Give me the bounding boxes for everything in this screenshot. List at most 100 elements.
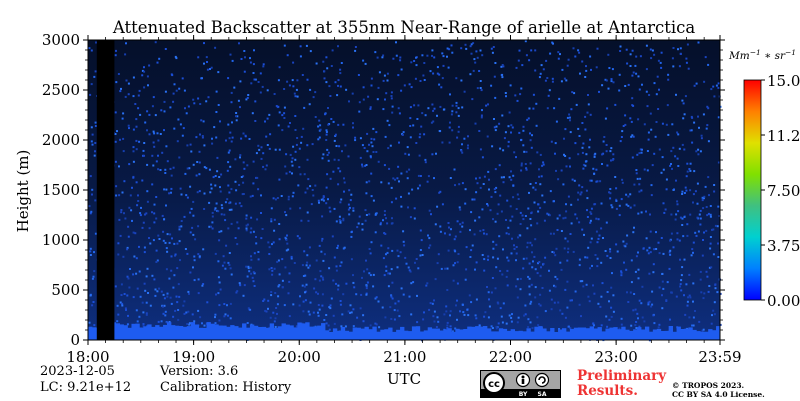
- speckle-pixel: [330, 297, 333, 300]
- speckle-pixel: [288, 280, 291, 283]
- speckle-pixel: [490, 291, 493, 294]
- speckle-pixel: [163, 218, 166, 221]
- speckle-pixel: [359, 137, 362, 140]
- speckle-pixel: [209, 191, 212, 194]
- speckle-pixel: [519, 288, 522, 291]
- speckle-pixel: [565, 79, 568, 82]
- speckle-pixel: [555, 169, 557, 172]
- speckle-pixel: [581, 122, 584, 124]
- speckle-pixel: [686, 304, 689, 307]
- speckle-pixel: [152, 130, 155, 133]
- speckle-pixel: [168, 192, 171, 195]
- speckle-pixel: [557, 301, 560, 304]
- speckle-pixel: [645, 90, 648, 93]
- speckle-pixel: [361, 163, 363, 166]
- speckle-pixel: [554, 254, 557, 257]
- speckle-pixel: [201, 136, 204, 139]
- speckle-pixel: [195, 174, 198, 177]
- speckle-pixel: [210, 187, 213, 190]
- speckle-pixel: [386, 251, 389, 254]
- speckle-pixel: [488, 188, 490, 191]
- speckle-pixel: [633, 226, 635, 229]
- speckle-pixel: [608, 191, 611, 194]
- speckle-pixel: [501, 64, 504, 66]
- speckle-pixel: [624, 114, 627, 117]
- speckle-pixel: [427, 234, 429, 237]
- speckle-pixel: [493, 188, 496, 191]
- speckle-pixel: [554, 285, 557, 288]
- speckle-pixel: [326, 173, 329, 176]
- speckle-pixel: [593, 292, 596, 295]
- speckle-pixel: [175, 295, 178, 298]
- speckle-pixel: [115, 185, 118, 188]
- speckle-pixel: [119, 234, 122, 237]
- surface-signal-column: [388, 327, 393, 340]
- speckle-pixel: [606, 107, 609, 110]
- speckle-pixel: [637, 277, 640, 280]
- speckle-pixel: [293, 262, 296, 264]
- speckle-pixel: [151, 154, 154, 157]
- speckle-pixel: [252, 63, 255, 66]
- speckle-pixel: [364, 62, 367, 65]
- speckle-pixel: [343, 190, 345, 193]
- calibration-label: Calibration: History: [160, 380, 292, 395]
- speckle-pixel: [329, 304, 332, 307]
- speckle-pixel: [585, 69, 588, 72]
- speckle-pixel: [530, 146, 533, 149]
- speckle-pixel: [480, 89, 483, 92]
- speckle-pixel: [238, 184, 241, 186]
- speckle-pixel: [455, 304, 457, 307]
- speckle-pixel: [172, 92, 175, 95]
- speckle-pixel: [247, 265, 250, 268]
- speckle-pixel: [503, 176, 505, 179]
- speckle-pixel: [481, 208, 484, 211]
- speckle-pixel: [319, 128, 322, 131]
- speckle-pixel: [691, 141, 694, 144]
- speckle-pixel: [529, 218, 532, 220]
- speckle-pixel: [169, 233, 172, 236]
- speckle-pixel: [692, 282, 695, 285]
- speckle-pixel: [205, 100, 208, 103]
- speckle-pixel: [334, 81, 337, 84]
- speckle-pixel: [374, 213, 377, 216]
- speckle-pixel: [458, 206, 461, 209]
- speckle-pixel: [517, 236, 519, 239]
- speckle-pixel: [436, 316, 439, 319]
- surface-signal-column: [593, 328, 598, 340]
- speckle-pixel: [179, 259, 181, 262]
- speckle-pixel: [358, 101, 361, 104]
- speckle-pixel: [218, 230, 221, 233]
- speckle-pixel: [528, 285, 531, 288]
- speckle-pixel: [494, 129, 497, 132]
- speckle-pixel: [589, 211, 592, 214]
- speckle-pixel: [277, 285, 280, 288]
- speckle-pixel: [386, 222, 389, 225]
- speckle-pixel: [228, 252, 231, 254]
- speckle-pixel: [623, 261, 625, 264]
- speckle-pixel: [294, 115, 297, 117]
- speckle-pixel: [270, 220, 273, 223]
- speckle-pixel: [513, 151, 516, 154]
- speckle-pixel: [352, 325, 355, 328]
- surface-signal-column: [249, 324, 255, 340]
- speckle-pixel: [529, 162, 532, 165]
- speckle-pixel: [622, 240, 625, 243]
- speckle-pixel: [588, 300, 591, 303]
- speckle-pixel: [356, 226, 359, 229]
- speckle-pixel: [710, 88, 713, 91]
- speckle-pixel: [638, 152, 641, 155]
- speckle-pixel: [214, 322, 217, 325]
- surface-signal-column: [313, 326, 318, 340]
- speckle-pixel: [92, 275, 95, 278]
- speckle-pixel: [565, 210, 568, 213]
- speckle-pixel: [264, 120, 266, 123]
- speckle-pixel: [470, 43, 473, 46]
- speckle-pixel: [308, 103, 311, 106]
- speckle-pixel: [493, 75, 496, 78]
- speckle-pixel: [336, 247, 339, 249]
- speckle-pixel: [648, 300, 651, 303]
- speckle-pixel: [291, 79, 294, 82]
- speckle-pixel: [258, 148, 261, 151]
- speckle-pixel: [675, 179, 677, 182]
- surface-signal-column: [332, 328, 338, 340]
